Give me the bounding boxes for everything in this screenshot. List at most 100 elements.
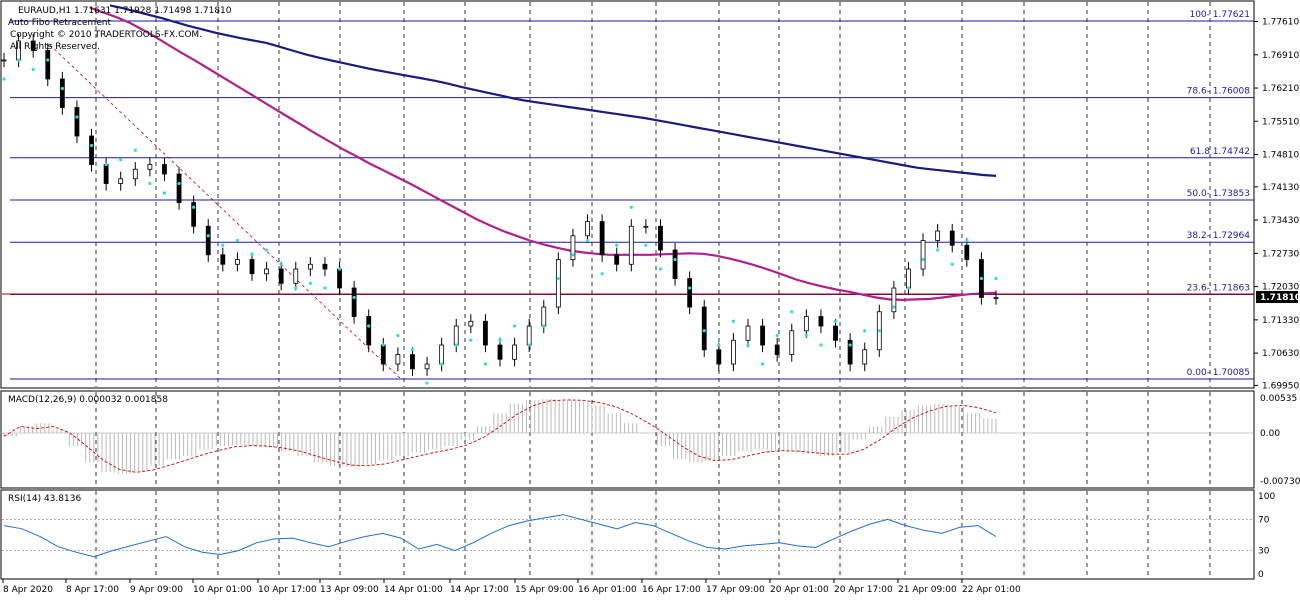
candle-body bbox=[191, 202, 197, 227]
psar-dot bbox=[906, 286, 911, 290]
rsi-tick-label: 100 bbox=[1258, 492, 1275, 502]
macd-series bbox=[2, 398, 1254, 474]
psar-dot bbox=[337, 267, 342, 271]
psar-dot bbox=[571, 253, 575, 257]
candle-body bbox=[89, 135, 94, 165]
rights-text: All Rights Reserved. bbox=[10, 42, 100, 52]
candle-body bbox=[351, 287, 357, 317]
macd-signal-line bbox=[3, 399, 997, 473]
price-tick-label: 1.73430 bbox=[1262, 216, 1299, 226]
psar-dot bbox=[950, 262, 954, 266]
psar-dot bbox=[16, 58, 21, 62]
candle-body bbox=[366, 316, 372, 346]
psar-dot bbox=[994, 276, 998, 281]
candle-body bbox=[205, 225, 211, 256]
candle-body bbox=[658, 225, 663, 251]
time-tick-label: 14 Apr 17:00 bbox=[450, 585, 509, 595]
candle-body bbox=[760, 325, 765, 346]
psar-dot bbox=[352, 295, 356, 300]
current-price-label: 1.71810 bbox=[1260, 293, 1300, 303]
candle-body bbox=[833, 325, 838, 341]
candle-body bbox=[293, 268, 299, 284]
psar-dot bbox=[119, 158, 123, 162]
psar-dot bbox=[60, 86, 64, 91]
psar-dot bbox=[512, 324, 517, 328]
psar-dot bbox=[673, 257, 677, 262]
price-tick-label: 1.74130 bbox=[1262, 183, 1299, 193]
candle-body bbox=[220, 254, 226, 265]
price-series bbox=[1, 33, 999, 385]
time-tick-label: 20 Apr 17:00 bbox=[834, 585, 893, 595]
current-price-tag bbox=[1256, 291, 1298, 303]
vertical-grid bbox=[95, 2, 1211, 578]
psar-dot bbox=[2, 77, 6, 81]
candle-body bbox=[599, 221, 605, 256]
psar-dot bbox=[454, 343, 458, 347]
price-tick-label: 1.72030 bbox=[1262, 283, 1299, 293]
psar-dot bbox=[469, 338, 473, 342]
psar-dot bbox=[381, 343, 385, 347]
rsi-title: RSI(14) 43.8136 bbox=[8, 494, 81, 504]
candle-body bbox=[555, 259, 561, 308]
psar-dot bbox=[250, 253, 254, 257]
candle-body bbox=[322, 263, 328, 270]
psar-dot bbox=[658, 267, 663, 271]
psar-dot bbox=[133, 148, 137, 152]
time-tick-label: 13 Apr 09:00 bbox=[320, 585, 379, 595]
candle-body bbox=[745, 325, 751, 341]
psar-dot bbox=[162, 191, 167, 195]
psar-dot bbox=[615, 243, 619, 247]
price-tick-label: 1.76210 bbox=[1262, 84, 1299, 94]
candle-body bbox=[453, 325, 459, 346]
psar-dot bbox=[396, 333, 400, 338]
price-tick-label: 1.70630 bbox=[1262, 349, 1299, 359]
fibo-label: 78.6- 1.76008 bbox=[1187, 87, 1251, 97]
psar-dot bbox=[877, 329, 881, 333]
psar-dot bbox=[264, 248, 269, 252]
candle-body bbox=[891, 287, 897, 313]
candle-body bbox=[818, 316, 824, 327]
ma-long-path bbox=[109, 4, 997, 177]
candle-body bbox=[30, 40, 36, 51]
candle-body bbox=[439, 344, 445, 365]
candle-body bbox=[278, 268, 284, 284]
psar-dot bbox=[688, 286, 692, 290]
ma-short-line bbox=[89, 6, 997, 302]
price-tick-label: 1.74810 bbox=[1262, 151, 1299, 161]
candle-body bbox=[803, 316, 809, 332]
candle-body bbox=[59, 78, 65, 108]
candle-body bbox=[541, 306, 547, 327]
candle-body bbox=[906, 268, 911, 289]
candle-body bbox=[307, 263, 313, 270]
candle-body bbox=[512, 344, 517, 360]
indicator-label: Auto Fibo Retracement bbox=[8, 18, 111, 28]
candle-body bbox=[147, 164, 153, 170]
candle-body bbox=[570, 235, 576, 260]
psar-dot bbox=[279, 262, 283, 266]
fibo-label: 0.00- 1.70085 bbox=[1187, 368, 1250, 378]
candle-body bbox=[701, 306, 707, 351]
price-tick-label: 1.71330 bbox=[1262, 316, 1299, 326]
psar-dot bbox=[294, 286, 298, 290]
candle-body bbox=[920, 240, 926, 270]
psar-dot bbox=[308, 281, 312, 285]
fibo-label: 61.8 1.74742 bbox=[1190, 147, 1250, 157]
psar-dot bbox=[921, 257, 925, 262]
symbol-line: EURAUD,H1 1.71631 1.71928 1.71498 1.7181… bbox=[18, 6, 232, 16]
psar-dot bbox=[702, 329, 706, 333]
psar-dot bbox=[965, 238, 969, 243]
time-tick-label: 16 Apr 17:00 bbox=[642, 585, 701, 595]
psar-dot bbox=[148, 181, 152, 186]
candle-body bbox=[424, 363, 430, 370]
time-tick-label: 14 Apr 01:00 bbox=[384, 585, 443, 595]
psar-dot bbox=[629, 205, 633, 209]
psar-dot bbox=[775, 333, 779, 338]
macd-panel-frame bbox=[0, 390, 1255, 489]
psar-dot bbox=[556, 276, 560, 281]
candle-body bbox=[468, 320, 474, 327]
psar-dot bbox=[731, 319, 736, 323]
candle-body bbox=[380, 344, 386, 365]
psar-dot bbox=[644, 243, 648, 247]
ma-long-line bbox=[109, 4, 997, 177]
fibo-label: 23.6- 1.71863 bbox=[1187, 284, 1250, 294]
